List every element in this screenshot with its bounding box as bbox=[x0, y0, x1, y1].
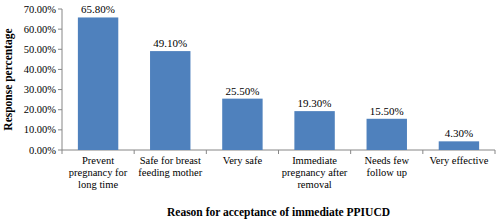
y-tick bbox=[58, 89, 62, 90]
x-tick bbox=[278, 150, 279, 154]
y-axis-title: Response percentage bbox=[2, 28, 15, 130]
y-tick bbox=[58, 150, 62, 151]
y-tick-label: 10.00% bbox=[24, 124, 57, 135]
x-tick-label: Needs fewfollow up bbox=[364, 155, 409, 178]
data-label: 49.10% bbox=[153, 37, 187, 49]
x-axis-title: Reason for acceptance of immediate PPIUC… bbox=[167, 206, 390, 219]
x-tick bbox=[206, 150, 207, 154]
y-tick-label: 70.00% bbox=[24, 4, 57, 15]
x-tick bbox=[422, 150, 423, 154]
y-axis bbox=[62, 9, 63, 150]
x-tick bbox=[134, 150, 135, 154]
bars bbox=[78, 17, 479, 150]
x-tick-label: Immediatepregnancy afterremoval bbox=[282, 155, 348, 190]
bar bbox=[222, 99, 262, 150]
x-tick bbox=[495, 150, 496, 154]
y-tick bbox=[58, 129, 62, 130]
chart: 0.00% 10.00% 20.00% 30.00% 40.00% 50.00% 60.00… bbox=[0, 0, 500, 223]
bar bbox=[294, 111, 334, 150]
x-tick-label: Safe for breastfeeding mother bbox=[138, 155, 202, 178]
y-tick-label: 50.00% bbox=[24, 44, 57, 55]
data-label: 65.80% bbox=[81, 3, 115, 15]
y-tick bbox=[58, 49, 62, 50]
bar bbox=[367, 119, 407, 150]
x-tick-label: Preventpregnancy forlong time bbox=[69, 155, 128, 190]
y-tick bbox=[58, 109, 62, 110]
y-tick-label: 0.00% bbox=[29, 145, 56, 156]
y-tick bbox=[58, 69, 62, 70]
y-tick-label: 60.00% bbox=[24, 24, 57, 35]
y-tick bbox=[58, 29, 62, 30]
y-tick-label: 40.00% bbox=[24, 64, 57, 75]
y-tick bbox=[58, 9, 62, 10]
x-tick-label: Very safe bbox=[223, 155, 263, 166]
y-tick-label: 20.00% bbox=[24, 104, 57, 115]
data-label: 19.30% bbox=[298, 97, 332, 109]
data-label: 15.50% bbox=[370, 105, 404, 117]
bar bbox=[439, 141, 479, 150]
bar bbox=[78, 17, 118, 150]
y-tick-label: 30.00% bbox=[24, 84, 57, 95]
x-tick-label: Very effective bbox=[429, 155, 488, 166]
x-tick bbox=[62, 150, 63, 154]
data-label: 25.50% bbox=[225, 85, 259, 97]
data-label: 4.30% bbox=[445, 127, 473, 139]
bar bbox=[150, 51, 190, 150]
x-tick bbox=[350, 150, 351, 154]
